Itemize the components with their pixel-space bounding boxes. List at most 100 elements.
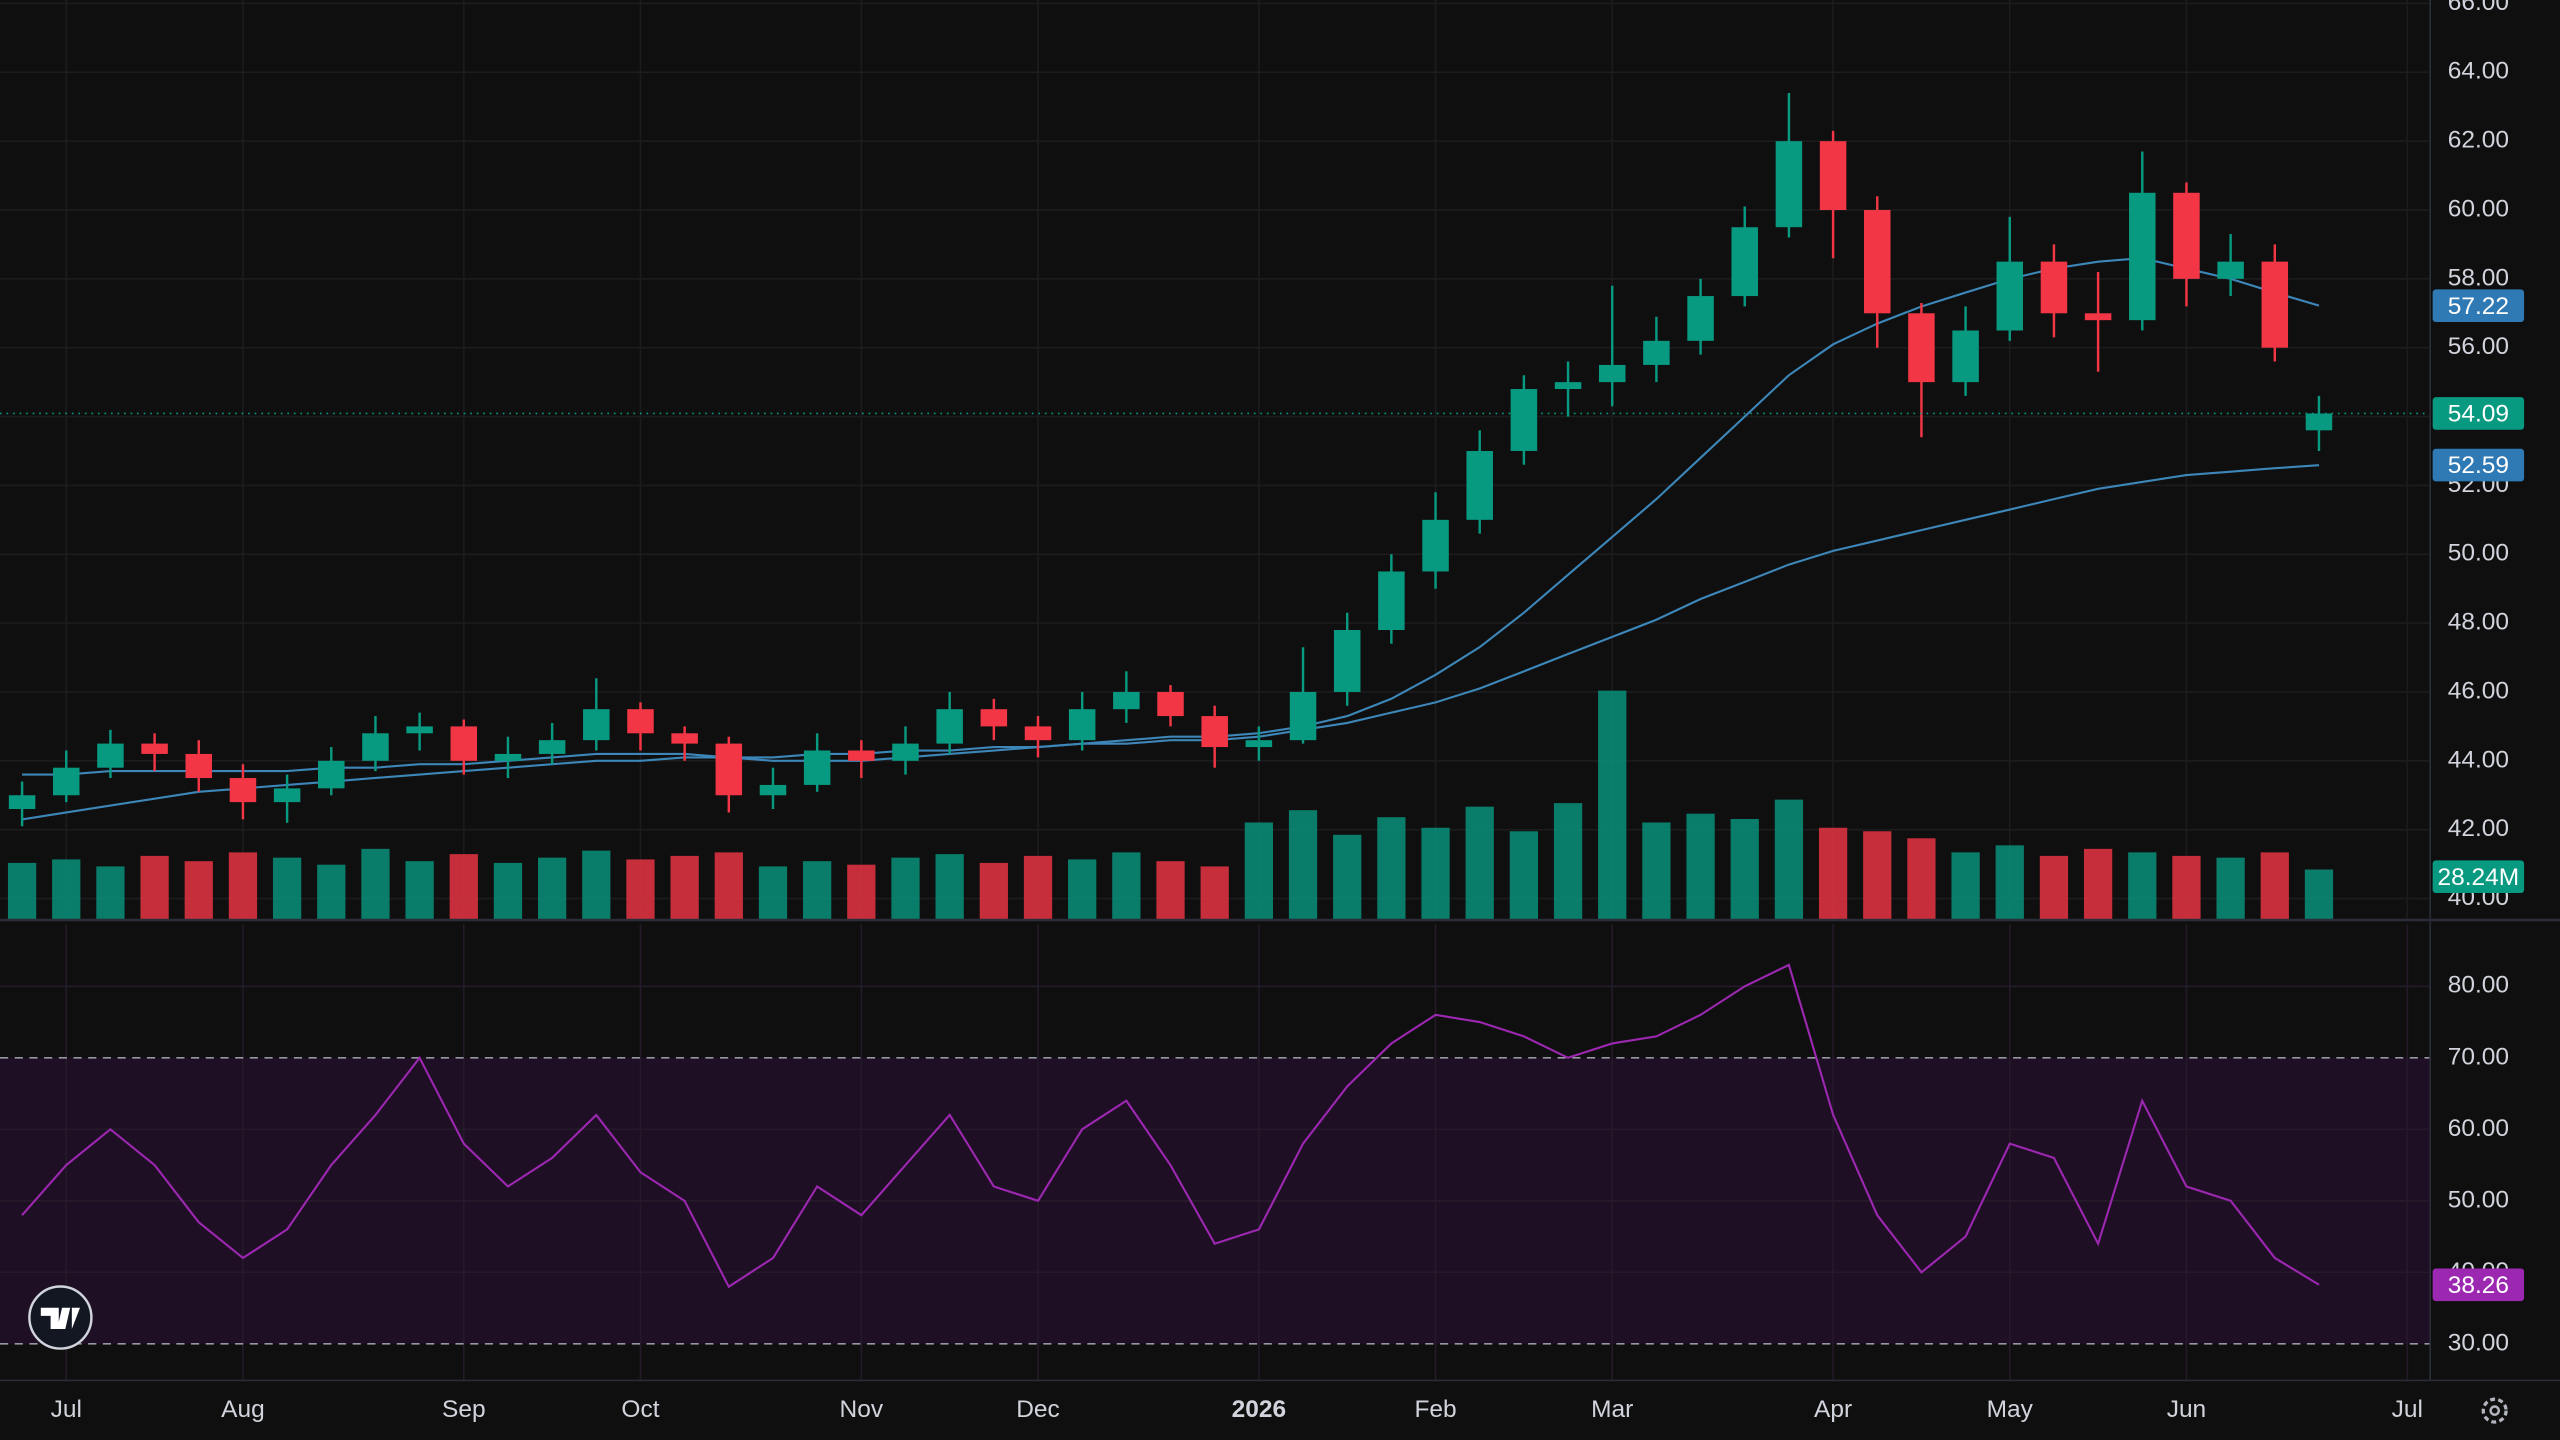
rsi-tick-label: 80.00: [2448, 972, 2509, 999]
x-tick-label: Aug: [221, 1396, 265, 1423]
settings-button[interactable]: [2481, 1397, 2508, 1424]
rsi-last-value-bg: [2432, 1268, 2525, 1302]
candle-body: [97, 743, 124, 768]
gear-outer[interactable]: [2481, 1397, 2508, 1424]
candle-body: [1554, 382, 1582, 390]
volume-bar: [2216, 857, 2245, 920]
volume-bar: [1863, 831, 1892, 920]
candle-body: [1864, 210, 1891, 314]
volume-bar: [405, 861, 434, 920]
x-tick-label: May: [1987, 1396, 2034, 1423]
candle-body: [2217, 261, 2244, 279]
y-tick-label: 56.00: [2448, 333, 2509, 360]
volume-bar: [1598, 690, 1627, 920]
ma-last-value-bg: [2432, 448, 2525, 482]
candle-body: [1068, 709, 1096, 741]
candle-body: [8, 795, 36, 810]
volume-bar: [714, 852, 743, 920]
x-tick-label: Apr: [1814, 1396, 1852, 1423]
rsi-tick-label: 30.00: [2448, 1329, 2509, 1356]
rsi-tick-label: 70.00: [2448, 1043, 2509, 1070]
volume-bar: [1995, 845, 2024, 920]
y-tick-label: 62.00: [2448, 127, 2509, 154]
ma-last-value-bg: [2432, 289, 2525, 323]
volume-bar: [2128, 852, 2157, 920]
candle-body: [2173, 192, 2200, 279]
x-tick-label: Oct: [621, 1396, 659, 1423]
y-tick-label: 50.00: [2448, 540, 2509, 567]
y-tick-label: 60.00: [2448, 195, 2509, 222]
candle-body: [494, 753, 522, 761]
candle-body: [936, 709, 963, 744]
candle-body: [1422, 519, 1449, 572]
candle-body: [1775, 141, 1803, 228]
candle-body: [759, 784, 787, 796]
y-tick-label: 66.00: [2448, 0, 2509, 16]
volume-bar: [1156, 861, 1185, 920]
volume-bar: [493, 862, 523, 920]
volume-bar: [1686, 813, 1715, 920]
candle-body: [627, 709, 654, 734]
candle-body: [1245, 740, 1273, 748]
volume-bar: [670, 855, 699, 920]
volume-bar: [1774, 799, 1804, 920]
volume-bar: [272, 857, 302, 920]
logo[interactable]: [28, 1285, 93, 1350]
volume-bar: [537, 857, 567, 920]
volume-bar: [317, 864, 346, 920]
volume-bar: [140, 855, 169, 920]
last-price-value: 54.09: [2448, 401, 2509, 428]
rsi-last-value: 38.26: [2448, 1272, 2509, 1299]
candle-body: [406, 726, 433, 734]
plot: [0, 0, 2430, 1380]
candle-body: [2129, 192, 2156, 321]
y-tick-label: 58.00: [2448, 264, 2509, 291]
candle-body: [538, 740, 566, 754]
volume-bar: [1288, 810, 1318, 920]
volume-bar: [1730, 818, 1759, 920]
candle-body: [671, 733, 698, 744]
candle-body: [1687, 296, 1714, 341]
logo-mark[interactable]: [40, 1307, 80, 1329]
x-tick-label: Dec: [1016, 1396, 1060, 1423]
volume-bar: [979, 862, 1008, 920]
candle-body: [1731, 227, 1758, 297]
rsi-tick-label: 50.00: [2448, 1186, 2509, 1213]
y-tick-label: 64.00: [2448, 58, 2509, 85]
candle-body: [715, 743, 743, 796]
candle-body: [185, 753, 213, 779]
volume-last-value: 28.24M: [2438, 864, 2520, 891]
candle-body: [1598, 364, 1626, 383]
candle-body: [141, 743, 168, 754]
volume-bar: [1068, 859, 1097, 920]
volume-bar: [449, 854, 478, 920]
volume-bar: [847, 864, 876, 920]
rsi-line: [21, 963, 2320, 1289]
y-tick-label: 48.00: [2448, 609, 2509, 636]
volume-bar: [1951, 852, 1980, 920]
volume-bar: [2304, 869, 2334, 920]
candle-body: [2084, 313, 2112, 321]
volume-bar: [2172, 855, 2201, 920]
gear-inner[interactable]: [2489, 1405, 2500, 1416]
candle-body: [1113, 691, 1140, 710]
ma-last-value: 52.59: [2448, 452, 2509, 479]
volume-bar: [1023, 855, 1053, 920]
moving-average-line: [21, 464, 2320, 821]
volume-bar: [2039, 855, 2069, 920]
candle-body: [1643, 340, 1670, 365]
volume-last-value-bg: [2432, 860, 2525, 894]
candle-body: [1333, 630, 1361, 692]
x-tick-label: Feb: [1414, 1396, 1456, 1423]
candle-body: [2261, 261, 2289, 348]
moving-average-line: [22, 257, 2320, 776]
candle-body: [1157, 691, 1184, 717]
volume-bar: [1642, 822, 1671, 920]
candle-body: [1996, 261, 2024, 331]
volume-bar: [758, 866, 788, 920]
volume-bar: [1333, 834, 1362, 920]
y-tick-label: 42.00: [2448, 815, 2509, 842]
rsi-tick-label: 60.00: [2448, 1115, 2509, 1142]
x-tick-label: Nov: [840, 1396, 884, 1423]
